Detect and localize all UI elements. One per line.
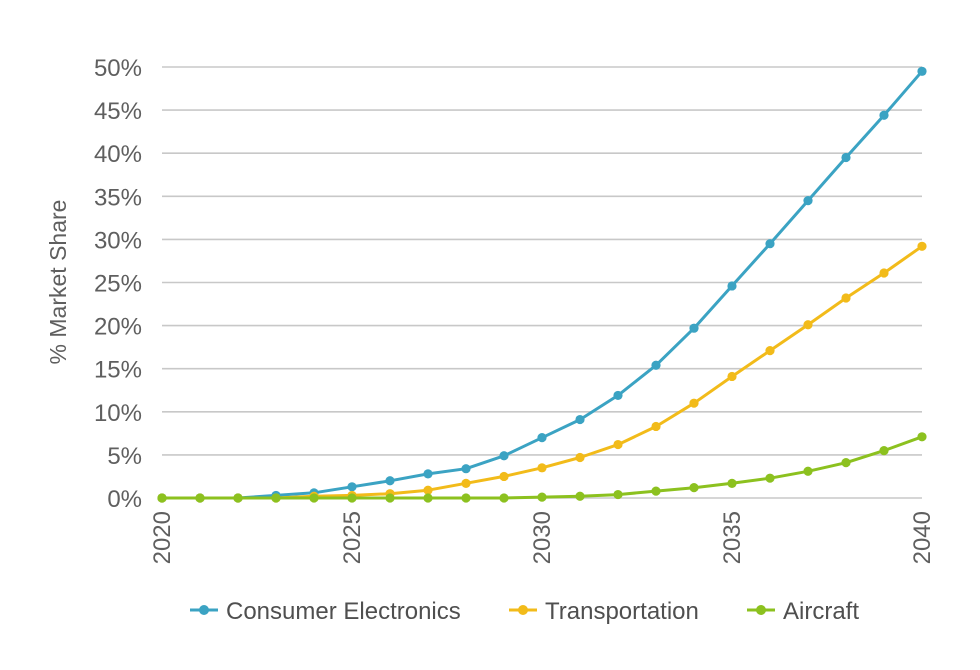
- legend-swatch-marker: [199, 605, 209, 615]
- data-point: [347, 482, 357, 492]
- data-point: [841, 152, 851, 163]
- data-point: [423, 469, 433, 479]
- data-point: [499, 493, 509, 503]
- x-tick-label: 2020: [149, 511, 176, 564]
- data-point: [461, 493, 471, 503]
- data-point: [423, 485, 433, 495]
- data-point: [537, 433, 547, 443]
- legend-item: Transportation: [509, 598, 699, 625]
- data-point: [727, 371, 737, 382]
- y-tick-label: 30%: [94, 227, 142, 254]
- data-point: [157, 493, 167, 503]
- y-tick-label: 40%: [94, 141, 142, 168]
- y-axis-title: % Market Share: [45, 200, 71, 365]
- y-axis-tick-labels: 0% 5% 10% 15% 20% 25% 30% 35% 40% 45% 50%: [94, 55, 142, 513]
- legend-label: Transportation: [545, 598, 699, 625]
- y-tick-label: 20%: [94, 314, 142, 341]
- data-point: [385, 476, 395, 486]
- data-point: [651, 360, 661, 370]
- legend-label: Aircraft: [783, 598, 859, 625]
- data-point: [803, 320, 813, 330]
- x-tick-label: 2030: [529, 511, 556, 564]
- gridlines: [162, 66, 922, 499]
- data-point: [651, 486, 661, 496]
- data-point: [347, 493, 357, 503]
- data-point: [879, 110, 889, 120]
- data-point: [613, 489, 623, 500]
- data-point: [309, 493, 319, 503]
- data-point: [917, 241, 927, 251]
- x-tick-label: 2025: [339, 511, 366, 564]
- data-point: [461, 478, 471, 488]
- legend-swatch-marker: [756, 605, 766, 615]
- legend: Consumer Electronics Transportation Aircra…: [190, 598, 859, 625]
- data-point: [195, 493, 205, 503]
- data-point: [575, 491, 585, 501]
- data-point: [917, 66, 927, 76]
- data-point: [689, 398, 699, 408]
- y-tick-label: 10%: [94, 400, 142, 427]
- series-aircraft: [157, 432, 927, 503]
- data-point: [537, 463, 547, 473]
- y-tick-label: 15%: [94, 357, 142, 384]
- data-point: [841, 458, 851, 468]
- y-tick-label: 35%: [94, 184, 142, 211]
- data-point: [727, 281, 737, 291]
- data-point: [499, 471, 509, 482]
- data-point: [385, 493, 395, 503]
- data-point: [803, 196, 813, 206]
- data-point: [423, 493, 433, 503]
- data-point: [613, 390, 623, 401]
- data-point: [271, 493, 281, 503]
- data-point: [651, 421, 661, 432]
- data-point: [613, 439, 623, 450]
- series-transportation: [157, 241, 927, 503]
- legend-item: Consumer Electronics: [190, 598, 461, 625]
- series-lines: [157, 66, 927, 503]
- y-tick-label: 25%: [94, 271, 142, 298]
- y-tick-label: 45%: [94, 98, 142, 125]
- series-line: [162, 245, 923, 500]
- data-point: [879, 268, 889, 278]
- x-tick-label: 2035: [719, 511, 746, 564]
- y-tick-label: 0%: [107, 486, 142, 513]
- data-point: [765, 473, 775, 483]
- data-point: [803, 466, 813, 476]
- data-point: [727, 478, 737, 488]
- data-point: [765, 239, 775, 249]
- data-point: [575, 452, 585, 463]
- y-tick-label: 50%: [94, 55, 142, 82]
- data-point: [879, 445, 889, 456]
- data-point: [841, 293, 851, 303]
- x-tick-label: 2040: [909, 511, 936, 564]
- data-point: [461, 464, 471, 474]
- legend-swatch-marker: [518, 605, 528, 615]
- data-point: [689, 323, 699, 333]
- data-point: [233, 493, 243, 503]
- data-point: [537, 492, 547, 502]
- x-axis-tick-labels: 2020 2025 2030 2035 2040: [149, 511, 936, 564]
- data-point: [765, 345, 775, 356]
- data-point: [917, 432, 927, 442]
- data-point: [499, 451, 509, 461]
- legend-item: Aircraft: [747, 598, 859, 625]
- data-point: [689, 483, 699, 493]
- legend-label: Consumer Electronics: [226, 598, 461, 625]
- series-consumer-electronics: [157, 66, 927, 503]
- data-point: [575, 414, 585, 425]
- y-tick-label: 5%: [107, 443, 142, 470]
